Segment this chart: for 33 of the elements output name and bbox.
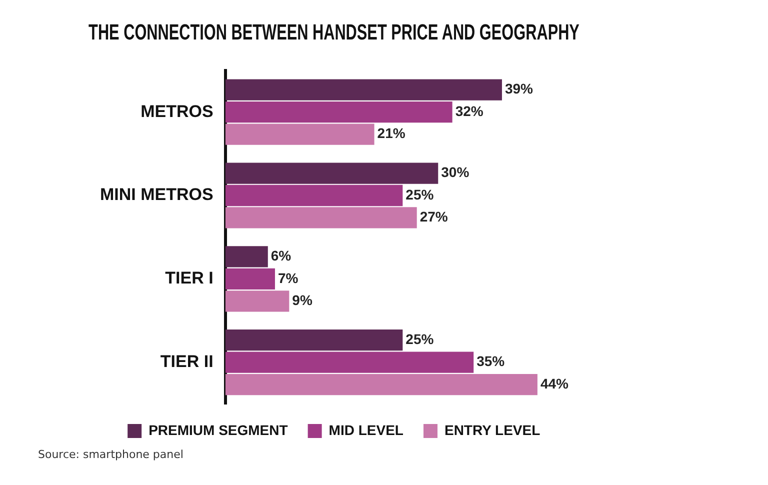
data-label: 7% [278,270,299,286]
data-label: 39% [504,80,534,97]
y-tick-label: MINI METROS [100,185,214,204]
data-label: 25% [406,330,434,347]
bar [225,102,452,123]
y-tick-label: METROS [140,102,214,121]
bar [225,352,474,373]
chart-title: THE CONNECTION BETWEEN HANDSET PRICE AND GEOGRAPHY [88,20,580,46]
bar [225,268,275,290]
bar [225,184,403,206]
legend-label: PREMIUM SEGMENT [148,422,288,438]
legend-label: ENTRY LEVEL [444,422,541,438]
bar [225,329,403,351]
source-note: Source: smartphone panel [37,448,184,461]
data-label: 9% [292,292,313,308]
data-label: 27% [420,208,448,225]
data-label: 25% [406,186,434,202]
data-label: 6% [270,248,292,264]
bar [225,79,502,100]
bar [225,290,290,312]
bar [225,207,417,228]
bar [225,246,268,268]
data-label: 35% [476,353,506,370]
y-tick-label: TIER II [160,352,214,371]
legend-label: MID LEVEL [328,422,404,438]
data-label: 32% [455,102,484,119]
bar [225,124,374,145]
bar [225,374,538,396]
data-label: 44% [540,375,570,392]
bar [225,162,438,184]
data-label: 30% [441,164,470,180]
data-label: 21% [377,125,406,142]
y-tick-label: TIER I [165,268,214,288]
